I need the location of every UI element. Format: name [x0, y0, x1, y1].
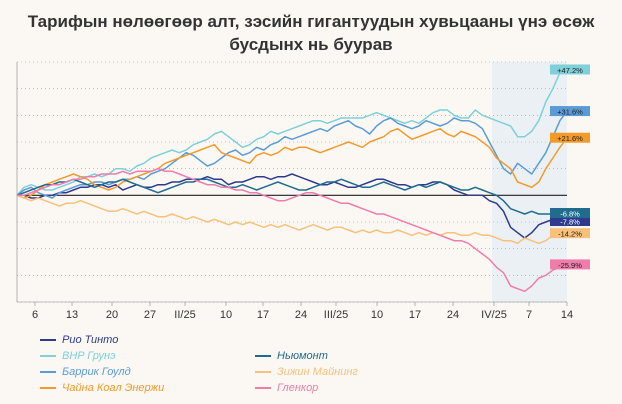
end-label-value: +21.6%	[557, 134, 583, 143]
x-tick-label: III/25	[324, 309, 348, 321]
x-tick-label: 7	[526, 309, 532, 321]
legend-swatch	[255, 387, 271, 389]
x-tick-label: II/25	[174, 309, 195, 321]
chart-title: Тарифын нөлөөгөөр алт, зэсийн гигантууды…	[0, 10, 622, 56]
legend-label: Зижин Майнинг	[277, 366, 358, 378]
legend-item: Зижин Майнинг	[255, 365, 358, 379]
legend-label: Чайна Коал Энержи	[62, 382, 165, 394]
end-label-value: -14.2%	[558, 230, 582, 239]
legend-item: Гленкор	[255, 381, 318, 395]
legend-label: BHP Грунэ	[62, 350, 116, 362]
legend-item: Рио Тинто	[40, 333, 118, 347]
x-tick-label: 24	[295, 309, 307, 321]
series-line-5	[16, 178, 568, 215]
x-tick-label: 17	[257, 309, 269, 321]
end-label-value: -7.8%	[560, 218, 580, 227]
legend-label: Гленкор	[277, 382, 319, 394]
legend-label: Ньюмонт	[277, 350, 328, 362]
x-tick-label: 27	[144, 309, 156, 321]
x-tick-label: 24	[447, 309, 459, 321]
end-label-value: -25.9%	[558, 261, 582, 270]
legend-swatch	[40, 371, 56, 373]
legend-item: Ньюмонт	[255, 349, 328, 363]
x-tick-label: IV/25	[481, 309, 507, 321]
legend-label: Баррик Гоулд	[62, 366, 131, 378]
end-label-box	[550, 228, 590, 239]
end-label-value: +47.2%	[557, 66, 583, 75]
x-tick-label: 20	[106, 309, 118, 321]
end-label-box	[550, 64, 590, 75]
legend-label: Рио Тинто	[62, 334, 119, 346]
legend-swatch	[40, 339, 56, 341]
legend-item: Баррик Гоулд	[40, 365, 131, 379]
end-label-box	[550, 259, 590, 270]
legend-item: BHP Грунэ	[40, 349, 115, 363]
legend-item: Чайна Коал Энержи	[40, 381, 164, 395]
end-label-box	[550, 208, 590, 218]
end-label-box	[550, 216, 590, 226]
x-tick-label: 17	[409, 309, 421, 321]
x-tick-label: 6	[32, 309, 38, 321]
legend-swatch	[255, 371, 271, 373]
legend-swatch	[40, 355, 56, 357]
series-line-4	[16, 127, 568, 199]
chart-title-line-1: Тарифын нөлөөгөөр алт, зэсийн гигантууды…	[27, 12, 595, 31]
end-label-box	[550, 132, 590, 143]
series-line-6	[16, 194, 568, 245]
x-tick-label: 13	[66, 309, 78, 321]
series-line-7	[17, 167, 568, 293]
series-line-3	[16, 110, 568, 199]
end-label-value: -6.8%	[560, 210, 580, 219]
legend-swatch	[255, 355, 271, 357]
end-label-value: +31.6%	[557, 108, 583, 117]
x-tick-label: 14	[561, 309, 573, 321]
x-tick-label: 10	[371, 309, 383, 321]
x-tick-label: 10	[220, 309, 232, 321]
chart-title-line-2: бусдынх нь буурав	[229, 35, 393, 54]
legend-swatch	[40, 387, 56, 389]
series-line-1	[17, 173, 568, 239]
end-label-box	[550, 106, 590, 117]
